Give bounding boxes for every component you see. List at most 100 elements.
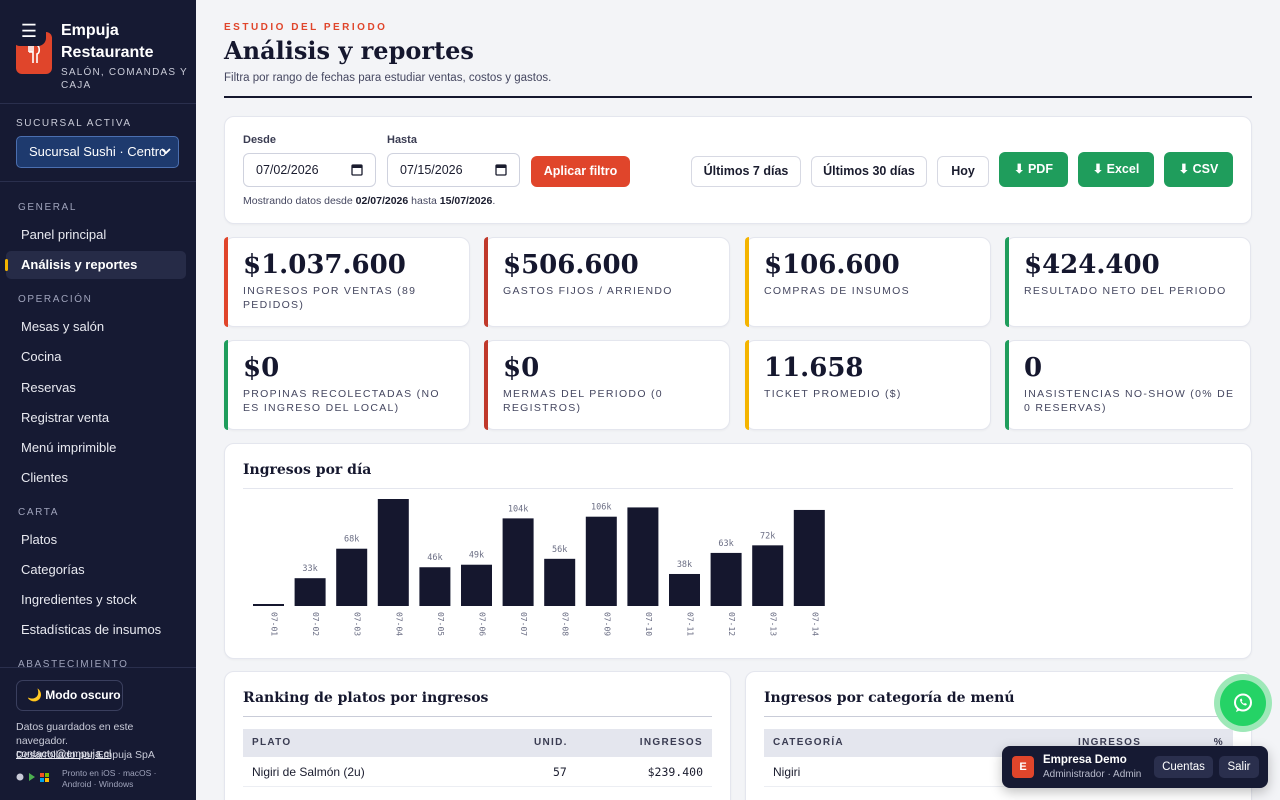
page-kicker: ESTUDIO DEL PERIODO bbox=[224, 22, 388, 33]
col-unid: UNID. bbox=[534, 737, 568, 748]
today-button[interactable]: Hoy bbox=[937, 156, 989, 187]
chart-tick-label: 07-05 bbox=[436, 612, 445, 636]
last-30-days-button[interactable]: Últimos 30 días bbox=[811, 156, 927, 187]
sidebar-footer: 🌙 Modo oscuro Datos guardados en este na… bbox=[0, 667, 196, 800]
cell-categoria: Nigiri bbox=[773, 765, 801, 779]
chart-bar bbox=[710, 552, 742, 606]
platforms-line1: Pronto en iOS · macOS · bbox=[62, 768, 157, 778]
kpi-value: $0 bbox=[243, 353, 280, 383]
kpi-label: TICKET PROMEDIO ($) bbox=[764, 388, 902, 400]
category-title: Ingresos por categoría de menú bbox=[764, 690, 1015, 706]
chevron-down-icon bbox=[160, 137, 172, 179]
accounts-button[interactable]: Cuentas bbox=[1154, 756, 1213, 778]
sidebar-item-categorias[interactable]: Categorías bbox=[21, 562, 85, 577]
kpi-card: $106.600 COMPRAS DE INSUMOS bbox=[745, 237, 991, 327]
col-ingresos: INGRESOS bbox=[1078, 737, 1142, 748]
ranking-table-header: PLATO UNID. INGRESOS bbox=[243, 729, 712, 757]
kpi-value: $0 bbox=[503, 353, 540, 383]
export-excel-button[interactable]: ⬇ Excel bbox=[1078, 152, 1154, 187]
branch-selector: SUCURSAL ACTIVA Sucursal Sushi · Centro bbox=[0, 104, 196, 182]
platforms-line2: Android · Windows bbox=[62, 779, 134, 789]
chart-data-label: 33k bbox=[302, 564, 317, 574]
sidebar-nav: GENERAL Panel principal Análisis y repor… bbox=[0, 182, 196, 667]
sidebar-item-panel[interactable]: Panel principal bbox=[21, 227, 107, 242]
kpi-label: PROPINAS RECOLECTADAS (NO ES INGRESO DEL… bbox=[243, 388, 440, 414]
sidebar-item-estadisticas-insumos[interactable]: Estadísticas de insumos bbox=[21, 622, 162, 637]
whatsapp-button[interactable] bbox=[1214, 674, 1272, 732]
filter-note-prefix: Mostrando datos desde bbox=[243, 195, 353, 207]
apply-filter-button[interactable]: Aplicar filtro bbox=[531, 156, 630, 187]
chart-data-label: 38k bbox=[677, 560, 692, 570]
chart-tick-label: 07-04 bbox=[394, 612, 403, 636]
fork-knife-icon bbox=[26, 44, 42, 64]
chart-bar bbox=[377, 499, 409, 606]
kpi-card: 11.658 TICKET PROMEDIO ($) bbox=[745, 340, 991, 430]
last-7-days-button[interactable]: Últimos 7 días bbox=[691, 156, 801, 187]
table-row: Nigiri bbox=[764, 757, 1233, 787]
sidebar-item-mesas[interactable]: Mesas y salón bbox=[21, 319, 105, 334]
brand-title: Empuja Restaurante bbox=[61, 22, 154, 61]
dish-ranking-card: Ranking de platos por ingresos PLATO UNI… bbox=[224, 671, 731, 800]
cell-plato: Nigiri de Salmón (2u) bbox=[252, 765, 365, 779]
to-date-value: 07/15/2026 bbox=[400, 163, 463, 177]
col-ingresos: INGRESOS bbox=[639, 737, 703, 748]
filter-card: Desde 07/02/2026 Hasta 07/15/2026 Aplica… bbox=[224, 116, 1252, 224]
kpi-value: 0 bbox=[1024, 353, 1043, 383]
chart-tick-label: 07-14 bbox=[810, 612, 819, 636]
account-role: Administrador · Admin bbox=[1043, 769, 1142, 780]
filter-note-to: 15/07/2026 bbox=[439, 195, 493, 207]
chart-bar bbox=[544, 558, 576, 606]
sidebar-item-registrar-venta[interactable]: Registrar venta bbox=[21, 410, 110, 425]
sidebar-item-menu-imprimible[interactable]: Menú imprimible bbox=[21, 440, 117, 455]
chart-tick-label: 07-06 bbox=[478, 612, 487, 636]
calendar-icon bbox=[351, 154, 363, 198]
kpi-label: MERMAS DEL PERIODO (0 REGISTROS) bbox=[503, 388, 663, 414]
avatar: E bbox=[1012, 756, 1034, 778]
chart-bar bbox=[669, 573, 700, 606]
sidebar-item-ingredientes[interactable]: Ingredientes y stock bbox=[21, 592, 137, 607]
to-label: Hasta bbox=[387, 134, 417, 146]
col-plato: PLATO bbox=[252, 737, 292, 748]
contact-link[interactable]: contacto@empuja.cl bbox=[16, 748, 112, 760]
dark-mode-button[interactable]: 🌙 Modo oscuro bbox=[16, 680, 123, 711]
sidebar-item-platos[interactable]: Platos bbox=[21, 532, 58, 547]
kpi-card: $506.600 GASTOS FIJOS / ARRIENDO bbox=[484, 237, 730, 327]
calendar-icon bbox=[495, 154, 507, 198]
sidebar-item-analisis[interactable]: Análisis y reportes bbox=[5, 251, 186, 279]
to-date-input[interactable]: 07/15/2026 bbox=[387, 153, 520, 187]
filter-note: Mostrando datos desde 02/07/2026 hasta 1… bbox=[243, 195, 495, 207]
chart-bar bbox=[336, 548, 368, 606]
from-date-input[interactable]: 07/02/2026 bbox=[243, 153, 376, 187]
page-title: Análisis y reportes bbox=[224, 36, 474, 65]
category-revenue-card: Ingresos por categoría de menú CATEGORÍA… bbox=[745, 671, 1252, 800]
chart-data-label: 72k bbox=[760, 531, 775, 541]
kpi-card: $1.037.600 INGRESOS POR VENTAS (89 PEDID… bbox=[224, 237, 470, 327]
sidebar-item-reservas[interactable]: Reservas bbox=[21, 380, 76, 395]
title-divider bbox=[224, 96, 1252, 98]
from-date-value: 07/02/2026 bbox=[256, 163, 319, 177]
nav-section-operacion: OPERACIÓN bbox=[18, 294, 93, 305]
export-csv-button[interactable]: ⬇ CSV bbox=[1164, 152, 1233, 187]
export-pdf-button[interactable]: ⬇ PDF bbox=[999, 152, 1068, 187]
chart-bar bbox=[752, 545, 784, 606]
branch-select[interactable]: Sucursal Sushi · Centro bbox=[16, 136, 179, 168]
chart-bar bbox=[294, 578, 326, 606]
kpi-label: GASTOS FIJOS / ARRIENDO bbox=[503, 285, 673, 297]
account-name: Empresa Demo bbox=[1043, 754, 1127, 766]
logout-button[interactable]: Salir bbox=[1219, 756, 1259, 778]
chart-tick-label: 07-09 bbox=[602, 612, 611, 636]
sidebar-item-cocina[interactable]: Cocina bbox=[21, 349, 62, 364]
chart-tick-label: 07-08 bbox=[561, 612, 570, 636]
nav-section-general: GENERAL bbox=[18, 202, 77, 213]
sidebar-item-clientes[interactable]: Clientes bbox=[21, 470, 68, 485]
hamburger-icon[interactable]: ☰ bbox=[12, 16, 46, 46]
chart-tick-label: 07-02 bbox=[311, 612, 320, 636]
chart-tick-label: 07-03 bbox=[353, 612, 362, 636]
chart-title: Ingresos por día bbox=[243, 462, 372, 478]
cell-ingresos: $239.400 bbox=[647, 765, 703, 779]
chart-data-label: 46k bbox=[427, 553, 442, 563]
daily-revenue-chart-card: Ingresos por día 07-01 33k 07-02 68k 07-03 07… bbox=[224, 443, 1252, 659]
account-bar: E Empresa Demo Administrador · Admin Cue… bbox=[1002, 746, 1268, 788]
chart-data-label: 56k bbox=[552, 545, 567, 555]
chart-divider bbox=[243, 488, 1233, 489]
